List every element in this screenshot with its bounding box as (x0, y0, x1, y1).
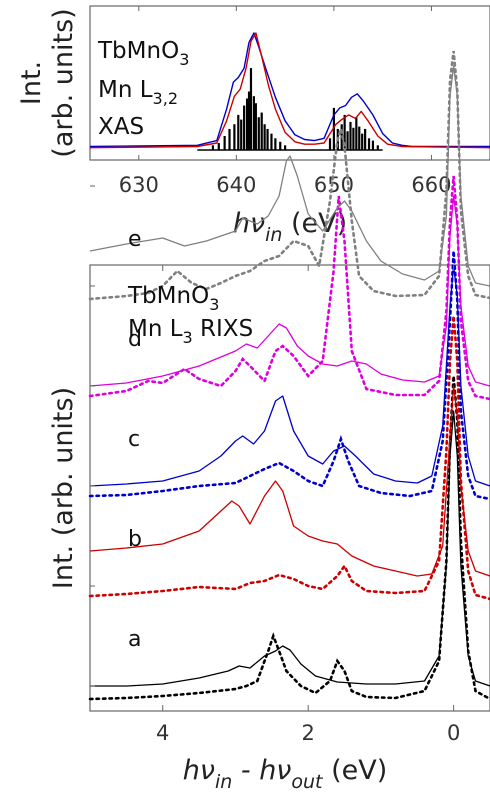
xas-x-tick-label: 630 (119, 173, 159, 197)
rixs-y-axis-label: Int. (arb. units) (48, 387, 79, 589)
rixs-curve-label-b: b (128, 527, 142, 552)
rixs-annotation-line-1: TbMnO3 (127, 283, 219, 314)
xas-panel: 630 640 650 660 TbMnO3 Mn L3,2 XAS hνin (eV… (16, 5, 490, 246)
xas-annotation-1-sub: 3 (179, 50, 189, 69)
rixs-x-axis-label: hνin - hνout (eV) (183, 755, 388, 793)
rixs-xlabel-part1: hν (183, 755, 215, 786)
rixs-curve-labels: a b c d e (128, 227, 142, 652)
xas-annotation-2-text: Mn L (98, 77, 153, 103)
rixs-curve-c-solid (89, 265, 490, 487)
xas-xlabel-main: hν (233, 208, 265, 239)
xas-y-axis-label-2: (arb. units) (48, 8, 79, 157)
rixs-curve-e-solid (89, 65, 490, 287)
xas-y-axis-label: Int. (16, 61, 47, 105)
rixs-curve-b-solid (89, 385, 490, 577)
xas-annotation-line-3: XAS (98, 114, 144, 140)
rixs-annotation-2-text: Mn L (128, 316, 183, 342)
rixs-x-tick-label: 0 (447, 721, 460, 745)
rixs-curve-label-e: e (128, 227, 142, 252)
xas-series (89, 32, 490, 151)
rixs-curve-d-solid (89, 195, 490, 387)
rixs-x-tick-label: 2 (301, 721, 314, 745)
rixs-curve-label-d: d (128, 327, 142, 352)
xas-x-ticks: 630 640 650 660 (119, 6, 452, 197)
rixs-curve-e-dotted (88, 50, 490, 301)
xas-x-axis-label: hνin (eV) (233, 208, 347, 246)
rixs-x-ticks: 4 2 0 (156, 265, 460, 745)
rixs-curve-d-dotted (88, 175, 490, 401)
rixs-annotation-2-sub: 3 (183, 328, 193, 347)
rixs-xlabel-unit: (eV) (323, 755, 388, 786)
xas-annotation-3-text: XAS (98, 114, 144, 140)
rixs-curve-b-dotted (88, 315, 490, 601)
xas-annotation-1-text: TbMnO (97, 38, 179, 64)
rixs-xlabel-sub1: in (215, 771, 232, 793)
rixs-curve-label-a: a (128, 627, 141, 652)
xas-annotation-line-2: Mn L3,2 (98, 77, 178, 108)
rixs-xlabel-sub2: out (291, 771, 324, 793)
rixs-annotation-1-sub: 3 (209, 295, 219, 314)
xas-x-tick-label: 640 (216, 173, 256, 197)
rixs-annotation-2-after: RIXS (193, 316, 253, 342)
xas-x-tick-label: 660 (411, 173, 451, 197)
rixs-xlabel-part2: - hν (232, 755, 291, 786)
rixs-curve-a-solid (90, 410, 490, 687)
xas-series-line-2 (89, 32, 490, 149)
xas-xlabel-sub: in (265, 224, 282, 246)
xas-plot-frame (89, 5, 490, 161)
rixs-series (88, 50, 490, 701)
rixs-annotation-line-2: Mn L3 RIXS (128, 316, 253, 347)
xas-series-line-1 (89, 32, 490, 148)
rixs-x-tick-label: 4 (156, 721, 169, 745)
xas-annotation-2-sub: 3,2 (153, 89, 178, 108)
xas-annotation-line-1: TbMnO3 (97, 38, 189, 69)
rixs-plot-frame (89, 264, 490, 712)
rixs-annotation-1-text: TbMnO (127, 283, 209, 309)
rixs-curve-label-c: c (128, 427, 140, 452)
